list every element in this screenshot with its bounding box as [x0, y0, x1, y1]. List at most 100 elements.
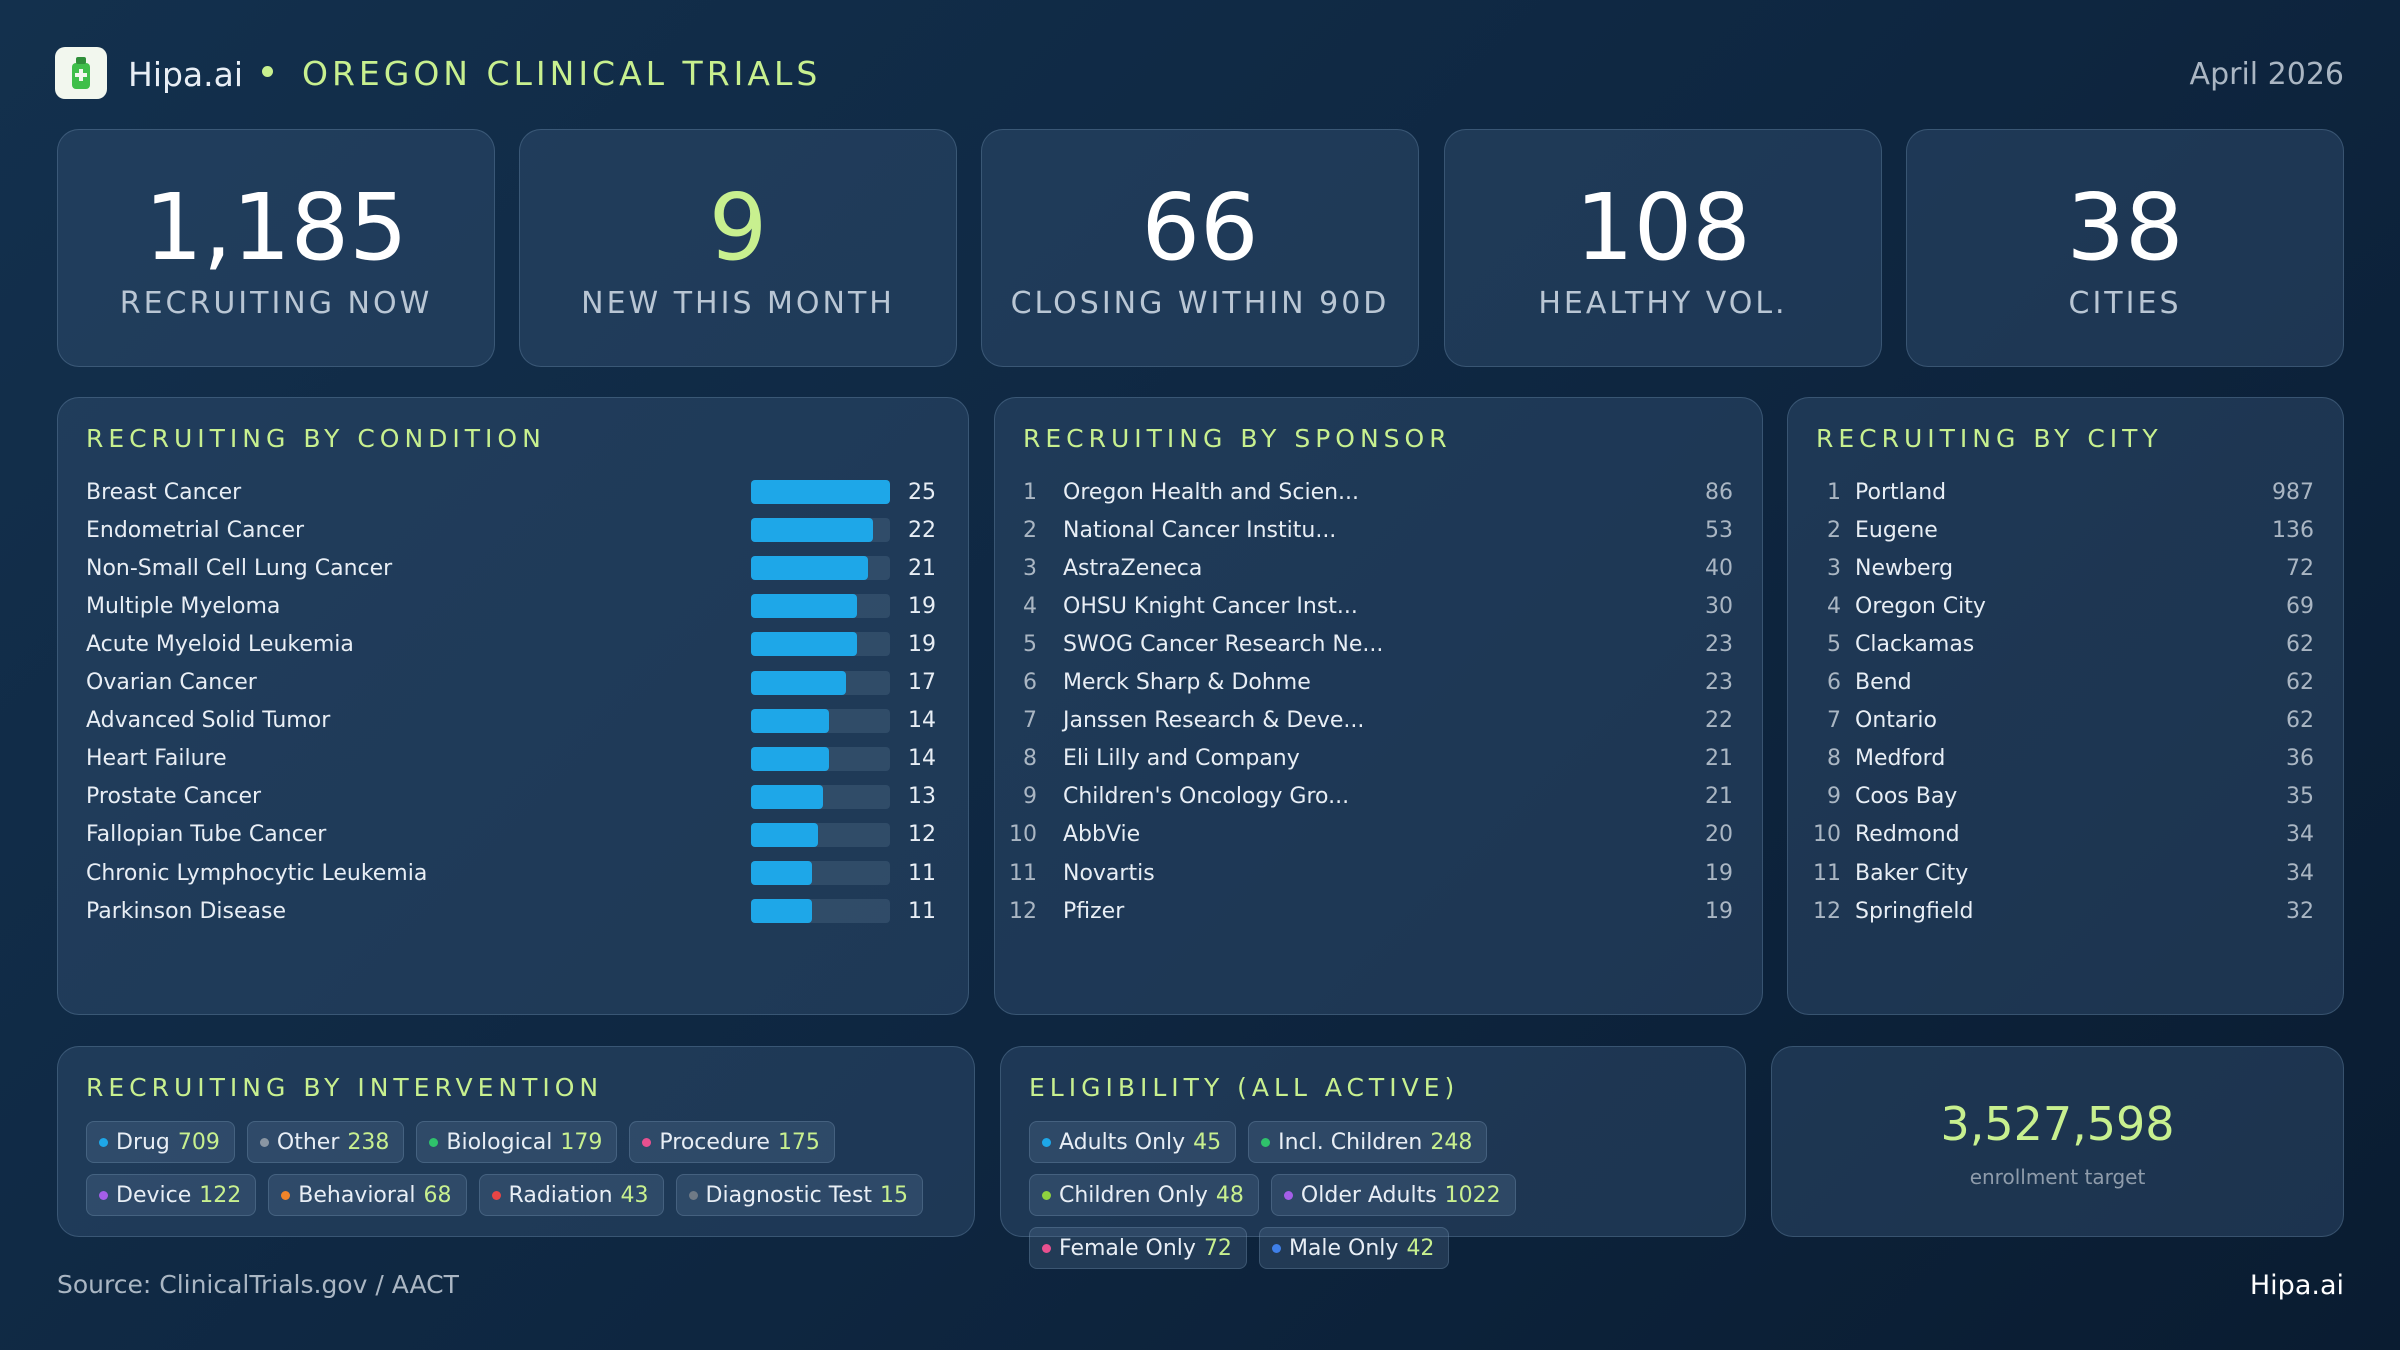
chip: Older Adults 1022 [1270, 1174, 1516, 1216]
chip: Diagnostic Test 15 [675, 1174, 924, 1216]
intervention-panel: RECRUITING BY INTERVENTION Drug 709 Other 23… [57, 1046, 975, 1237]
rank: 1 [1023, 479, 1037, 505]
chip-list: Drug 709 Other 238 Biological 179 Procedure 175… [86, 1121, 954, 1216]
city-name: Medford [1855, 746, 1946, 772]
chip-dot [1261, 1137, 1271, 1147]
chip: Radiation 43 [478, 1174, 664, 1216]
chip-label: Other [276, 1129, 340, 1155]
city-value: 62 [2286, 631, 2314, 657]
panel-title: RECRUITING BY SPONSOR [1023, 424, 1452, 453]
sponsor-value: 19 [1705, 860, 1733, 886]
bar [751, 632, 857, 657]
condition-value: 14 [908, 708, 936, 734]
condition-value: 11 [908, 898, 936, 924]
city-name: Oregon City [1855, 593, 1986, 619]
sponsor-name: Oregon Health and Scien... [1063, 479, 1360, 505]
chip-dot [642, 1137, 652, 1147]
panel-title: ELIGIBILITY (ALL ACTIVE) [1029, 1073, 1460, 1102]
sponsor-name: AstraZeneca [1063, 555, 1203, 581]
chip-label: Drug [116, 1129, 170, 1155]
condition-name: Parkinson Disease [86, 898, 286, 924]
sponsor-value: 22 [1705, 708, 1733, 734]
bar [751, 899, 813, 924]
condition-name: Multiple Myeloma [86, 593, 281, 619]
logo [55, 47, 107, 99]
chip-dot [429, 1137, 439, 1147]
page-title: OREGON CLINICAL TRIALS [302, 54, 822, 93]
sponsor-name: OHSU Knight Cancer Inst... [1063, 593, 1358, 619]
sponsor-name: SWOG Cancer Research Ne... [1063, 631, 1384, 657]
rank: 2 [1827, 517, 1841, 543]
city-value: 69 [2286, 593, 2314, 619]
chip: Incl. Children 248 [1248, 1121, 1488, 1163]
city-name: Eugene [1855, 517, 1938, 543]
condition-value: 14 [908, 746, 936, 772]
panel-title: RECRUITING BY CITY [1816, 424, 2163, 453]
kpi-value: 9 [708, 174, 768, 281]
chip-value: 248 [1430, 1129, 1473, 1155]
bar [751, 822, 818, 847]
condition-value: 21 [908, 555, 936, 581]
bar [751, 708, 829, 733]
chip: Children Only 48 [1029, 1174, 1259, 1216]
chip-label: Female Only [1059, 1235, 1196, 1261]
kpi-card: 9 NEW THIS MONTH [519, 129, 957, 367]
condition-name: Advanced Solid Tumor [86, 708, 331, 734]
chip: Male Only 42 [1258, 1227, 1450, 1269]
chip-dot [259, 1137, 269, 1147]
city-value: 34 [2286, 822, 2314, 848]
kpi-label: NEW THIS MONTH [581, 286, 895, 321]
city-name: Bend [1855, 670, 1912, 695]
chip-value: 175 [777, 1129, 820, 1155]
chip-label: Diagnostic Test [705, 1182, 873, 1208]
sponsor-value: 23 [1705, 631, 1733, 657]
chip-dot [491, 1190, 501, 1200]
sponsor-value: 19 [1705, 898, 1733, 924]
kpi-card: 1,185 RECRUITING NOW [57, 129, 495, 367]
rank: 3 [1827, 555, 1841, 581]
target-label: enrollment target [1969, 1165, 2146, 1189]
bar [751, 518, 874, 543]
rank: 4 [1827, 593, 1841, 619]
condition-value: 12 [908, 822, 936, 848]
city-value: 136 [2272, 517, 2314, 543]
chip-dot [1042, 1137, 1051, 1147]
city-value: 62 [2286, 708, 2314, 734]
rank: 7 [1023, 708, 1037, 734]
bar [751, 861, 813, 885]
chip-value: 45 [1193, 1129, 1222, 1155]
condition-value: 19 [908, 593, 936, 619]
date: April 2026 [2189, 57, 2344, 92]
city-value: 987 [2272, 479, 2314, 505]
rank: 3 [1023, 555, 1037, 581]
chip-dot [99, 1137, 108, 1147]
chip-value: 68 [423, 1182, 452, 1208]
rank: 6 [1023, 670, 1037, 695]
chip: Procedure 175 [629, 1121, 835, 1163]
city-value: 62 [2286, 670, 2314, 695]
condition-name: Breast Cancer [86, 479, 242, 505]
city-name: Redmond [1855, 822, 1960, 848]
sponsor-name: Pfizer [1063, 898, 1125, 924]
city-name: Portland [1855, 479, 1947, 505]
chip-label: Behavioral [298, 1182, 416, 1208]
bar [751, 594, 857, 619]
sponsor-panel: RECRUITING BY SPONSOR 1 Oregon Health and … [994, 397, 1763, 1015]
rank: 2 [1023, 517, 1037, 543]
sponsor-value: 23 [1705, 670, 1733, 695]
rank: 4 [1023, 593, 1037, 619]
chip-label: Biological [446, 1129, 553, 1155]
kpi-card: 108 HEALTHY VOL. [1444, 129, 1882, 367]
chip-dot [688, 1190, 698, 1200]
bar [751, 556, 868, 581]
condition-value: 17 [908, 670, 936, 695]
city-value: 35 [2286, 784, 2314, 810]
rank: 5 [1827, 631, 1841, 657]
kpi-label: CLOSING WITHIN 90D [1010, 286, 1390, 321]
brand: Hipa.ai [128, 55, 244, 94]
chip-dot [1042, 1243, 1051, 1253]
sponsor-value: 21 [1705, 746, 1733, 772]
kpi-value: 1,185 [144, 174, 408, 281]
bar [751, 670, 846, 695]
city-panel: RECRUITING BY CITY 1 Portland 987 2 Eugene 136… [1787, 397, 2344, 1015]
